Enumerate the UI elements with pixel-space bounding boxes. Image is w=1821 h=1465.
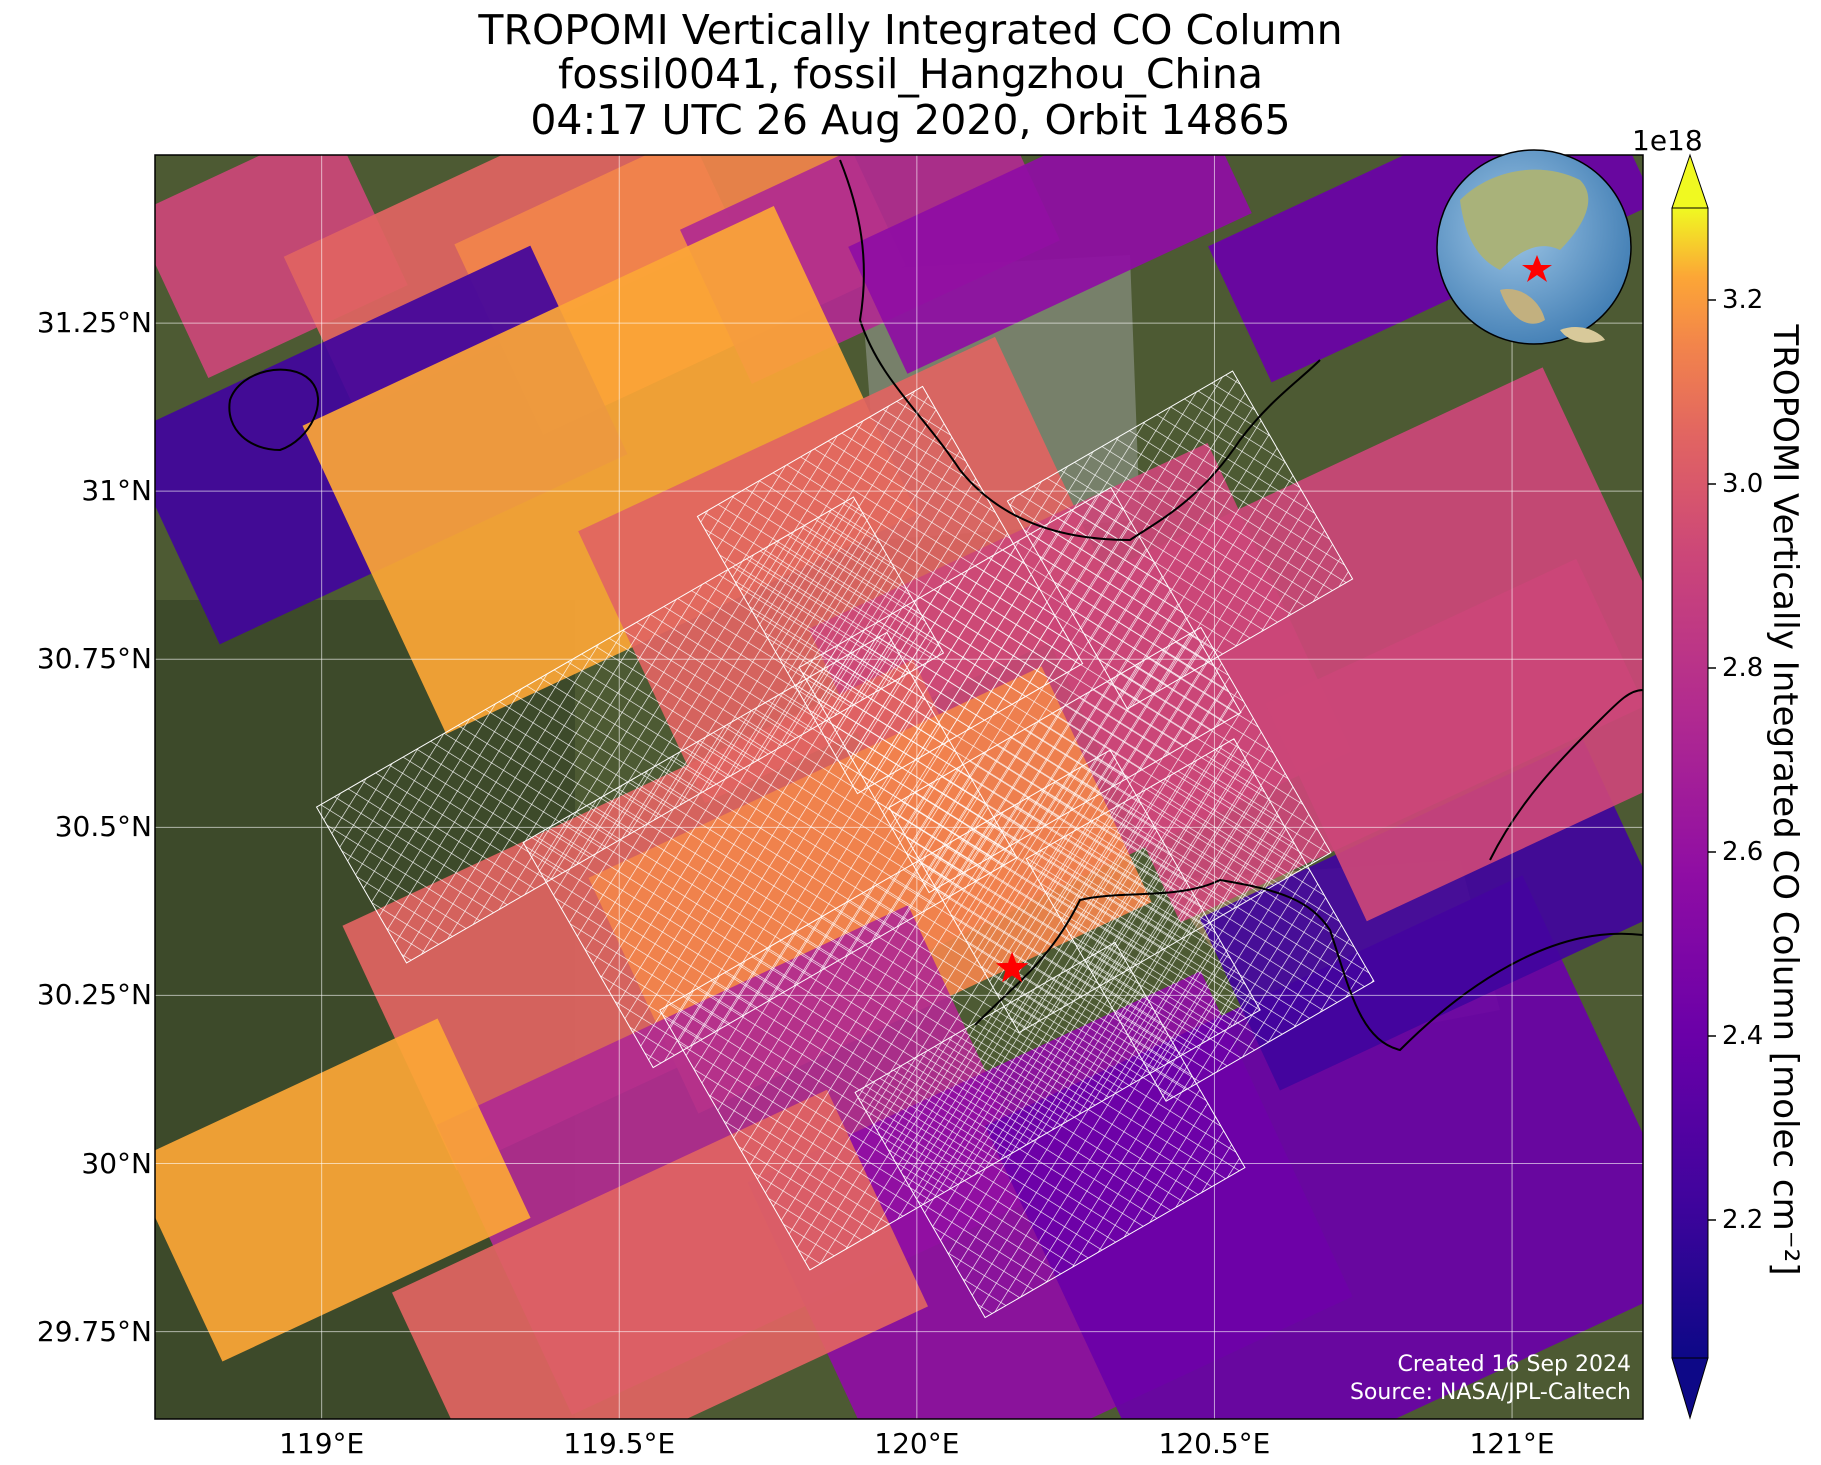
- coastline-bay: [974, 878, 1643, 1052]
- title-line-2: fossil0041, fossil_Hangzhou_China: [557, 50, 1264, 98]
- credit-source: Source: NASA/JPL-Caltech: [1349, 1380, 1631, 1405]
- title-line-3: 04:17 UTC 26 Aug 2020, Orbit 14865: [530, 96, 1291, 144]
- colorbar-label: TROPOMI Vertically Integrated CO Column …: [1765, 324, 1805, 1276]
- graticule: [155, 155, 1643, 1419]
- colorbar-tick-label: 3.0: [1722, 469, 1764, 499]
- coastline: [839, 159, 1321, 542]
- globe-landmass-australia: [1560, 327, 1605, 343]
- co-swath-band: [985, 875, 1643, 1419]
- colorbar-tick-label: 2.2: [1722, 1205, 1764, 1235]
- co-swath-band: [848, 155, 1252, 374]
- colorbar-ticks: [1708, 299, 1716, 1221]
- coastline-east: [1489, 689, 1643, 861]
- lake-outline: [228, 368, 320, 452]
- globe-landmass-asia: [1460, 169, 1589, 270]
- map-frame: [154, 154, 1644, 1420]
- title-line-1: TROPOMI Vertically Integrated CO Column: [478, 6, 1343, 54]
- colorbar: [1671, 153, 1716, 1420]
- lon-tick-label: 120.5°E: [1158, 1427, 1271, 1460]
- model-grid-patches: [315, 370, 1375, 1319]
- model-grid-patch: [1006, 370, 1354, 710]
- lat-tick-label: 30°N: [81, 1146, 152, 1180]
- colorbar-exponent: 1e18: [1632, 124, 1703, 157]
- colorbar-extend-min: [1671, 1357, 1709, 1420]
- colorbar-tick-label: 3.2: [1722, 285, 1764, 315]
- colorbar-tick-label: 2.6: [1722, 837, 1764, 867]
- co-swath-band: [1208, 155, 1643, 383]
- site-star-marker: [995, 951, 1029, 983]
- lat-tick-label: 30.5°N: [54, 810, 152, 844]
- lon-tick-label: 120°E: [874, 1427, 960, 1460]
- credit-created: Created 16 Sep 2024: [1397, 1352, 1632, 1377]
- lon-tick-label: 119°E: [279, 1427, 365, 1460]
- colorbar-tick-label: 2.8: [1722, 653, 1764, 683]
- colorbar-extend-max: [1671, 153, 1709, 209]
- co-swath-band: [155, 1018, 531, 1362]
- lat-tick-label: 29.75°N: [36, 1314, 152, 1348]
- globe-landmass-sea: [1500, 289, 1545, 324]
- lat-tick-label: 30.25°N: [36, 978, 152, 1012]
- colorbar-tick-label: 2.4: [1722, 1021, 1764, 1051]
- model-grid-patch: [854, 941, 1246, 1319]
- globe-site-star: [1522, 255, 1552, 282]
- lat-tick-label: 31.25°N: [36, 306, 152, 340]
- lat-tick-label: 31°N: [81, 474, 152, 508]
- co-swath-band: [1265, 558, 1643, 922]
- lon-tick-label: 119.5°E: [563, 1427, 676, 1460]
- lon-tick-label: 121°E: [1469, 1427, 1555, 1460]
- inset-globe: [1436, 149, 1632, 345]
- co-swath-band: [302, 206, 918, 734]
- map-area: [155, 155, 1643, 1419]
- lat-tick-label: 30.75°N: [36, 642, 152, 676]
